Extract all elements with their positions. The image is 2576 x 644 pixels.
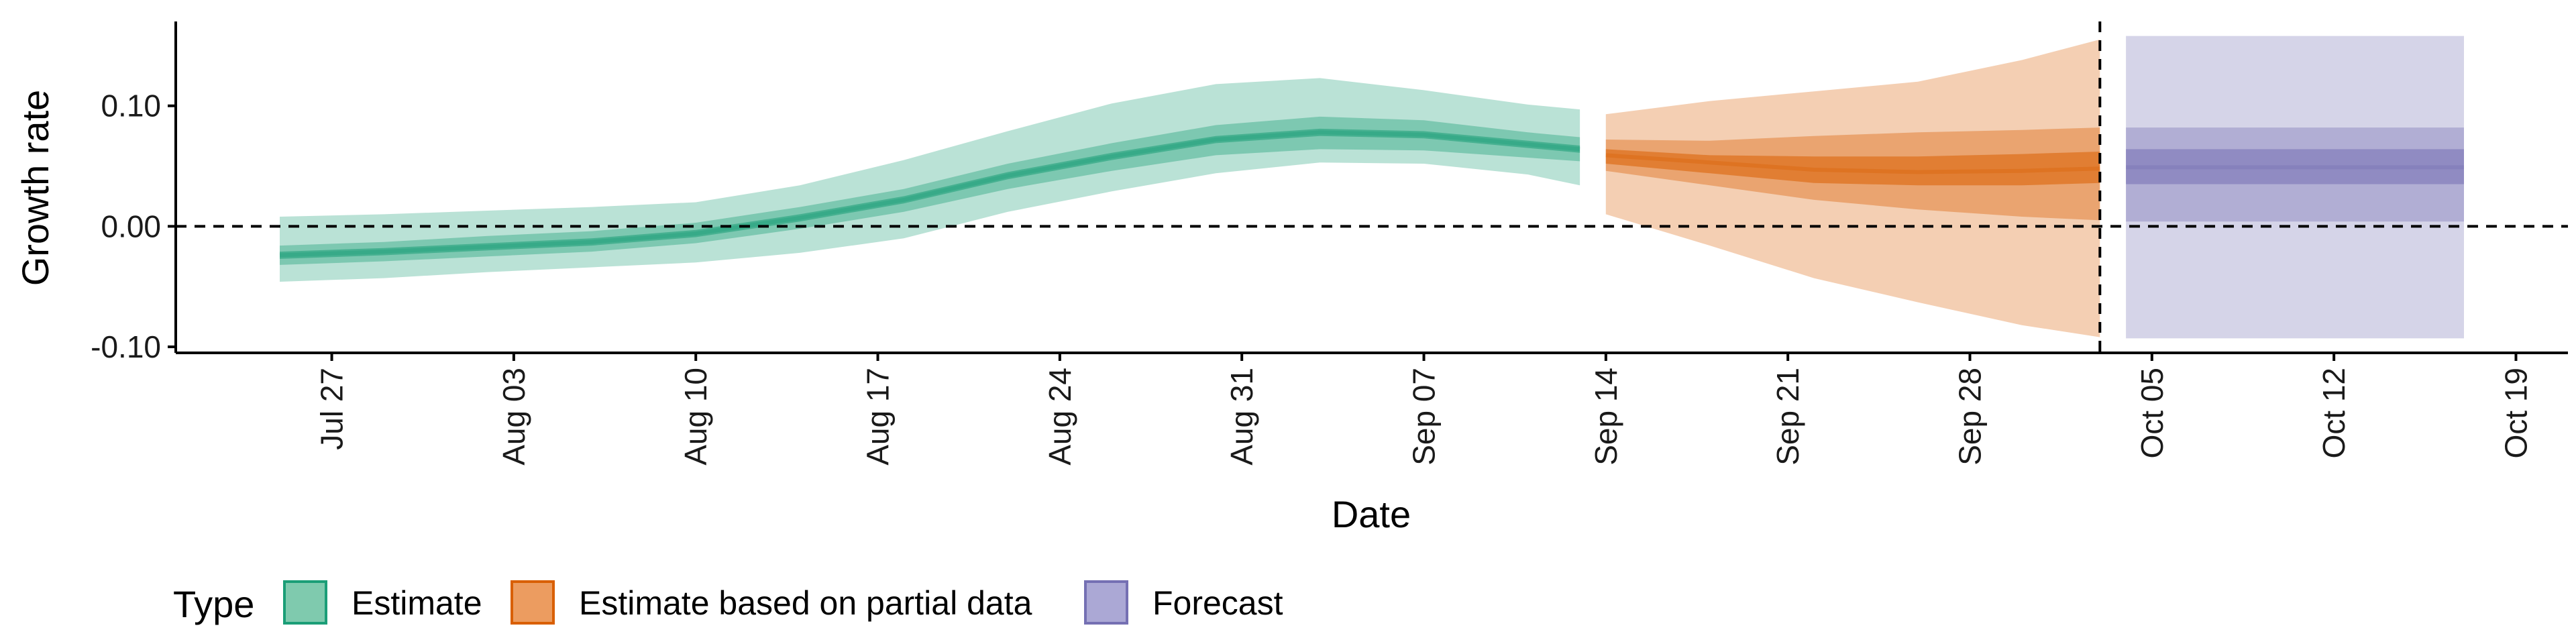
forecast-ci90-band (2126, 36, 2464, 339)
legend-label-estimate: Estimate (352, 584, 482, 622)
estimate-based-on-partial-data-ci90-band (1605, 39, 2100, 337)
x-tick-label: Sep 07 (1407, 368, 1442, 466)
x-tick-label: Oct 12 (2316, 368, 2351, 459)
x-tick-label: Aug 03 (496, 368, 531, 466)
estimate-median-line (279, 130, 1580, 258)
axes-layer (174, 21, 2568, 354)
legend-label-forecast: Forecast (1152, 584, 1283, 622)
x-tick-label: Oct 05 (2135, 368, 2169, 459)
x-tick-label: Jul 27 (315, 368, 350, 450)
legend-swatch-forecast (1084, 580, 1128, 625)
x-axis-title: Date (1332, 493, 1411, 535)
legend-swatch-estimate-based-on-partial-data (511, 580, 555, 625)
estimate-ci90-band (280, 78, 1580, 282)
reference-lines-layer (176, 21, 2568, 353)
y-axis-title: Growth rate (14, 90, 56, 286)
estimate-based-on-partial-data-median-line (1605, 153, 2100, 174)
x-ticks-layer: Jul 27 Aug 03 Aug 10 Aug 17 Aug 24 Aug 31 Sep … (315, 353, 2534, 466)
x-tick-label: Sep 14 (1589, 368, 1623, 466)
forecast-ci20-band (2126, 149, 2464, 184)
x-tick-label: Aug 10 (678, 368, 713, 466)
legend: Type Estimate Estimate based on partial d… (173, 580, 1283, 625)
x-tick-label: Oct 19 (2499, 368, 2534, 459)
legend-label-estimate-based-on-partial-data: Estimate based on partial data (579, 584, 1032, 622)
y-tick-label: 0.10 (101, 89, 161, 123)
x-tick-label: Aug 17 (861, 368, 896, 466)
median-lines-layer (279, 130, 2464, 258)
x-tick-label: Sep 21 (1770, 368, 1805, 466)
ribbons-layer (280, 36, 2464, 339)
y-tick-label: 0.00 (101, 209, 161, 244)
x-tick-label: Aug 24 (1042, 368, 1077, 466)
legend-title: Type (173, 583, 254, 625)
estimate-based-on-partial-data-ci20-band (1605, 149, 2100, 186)
x-tick-label: Sep 28 (1953, 368, 1988, 466)
y-ticks-layer: -0.10 0.00 0.10 (91, 89, 176, 364)
legend-swatch-estimate (283, 580, 327, 625)
estimate-ci20-band (280, 128, 1580, 259)
x-tick-label: Aug 31 (1224, 368, 1259, 466)
y-tick-label: -0.10 (91, 329, 161, 364)
